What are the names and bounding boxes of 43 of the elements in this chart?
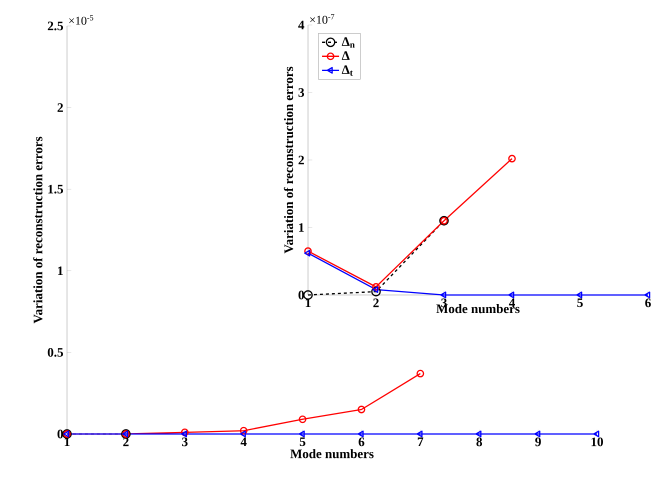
x-tick-label: 5 xyxy=(300,438,306,446)
point xyxy=(240,426,248,435)
y-axis-title: Variation of reconstruction errors xyxy=(33,136,42,324)
x-axis-title: Mode numbers xyxy=(290,449,374,458)
x-tick-label: 10 xyxy=(592,438,603,446)
legend-label: Δ xyxy=(342,51,350,60)
point xyxy=(358,406,366,414)
y-tick-label: 1 xyxy=(299,223,304,232)
x-tick-label: 6 xyxy=(645,298,651,308)
point xyxy=(298,415,306,424)
y-tick-label: 2 xyxy=(58,103,63,112)
point xyxy=(240,430,246,438)
point xyxy=(298,430,305,438)
point xyxy=(416,430,423,438)
point xyxy=(372,283,380,291)
x-tick-label: 8 xyxy=(476,438,482,446)
legend-label: Δ$_{n}$ xyxy=(342,37,355,48)
point xyxy=(576,292,582,298)
x-tick-label: 9 xyxy=(535,438,541,446)
x-tick-label: 3 xyxy=(182,438,188,446)
x-tick-label: 5 xyxy=(577,298,583,308)
y-tick-label: 1.5 xyxy=(48,184,64,194)
point xyxy=(372,286,378,293)
point xyxy=(371,286,381,296)
y-tick-label: 0.5 xyxy=(48,348,64,357)
point xyxy=(440,292,446,298)
y-tick-label: 2 xyxy=(298,156,304,164)
point xyxy=(508,292,514,298)
text: ×10$^{-7}$ xyxy=(310,14,334,24)
point xyxy=(475,430,482,438)
x-tick-label: 4 xyxy=(240,438,247,446)
point xyxy=(534,430,540,438)
point xyxy=(358,430,364,438)
legend-label: Δ$_{t}$ xyxy=(342,65,353,76)
y-tick-label: 3 xyxy=(298,88,304,97)
x-tick-label: 7 xyxy=(418,438,424,446)
text: ×10$^{-5}$ xyxy=(69,15,94,25)
y-tick-label: 1 xyxy=(58,266,63,276)
y-axis-title: Variation of reconstruction errors xyxy=(284,66,294,254)
x-tick-label: 6 xyxy=(358,438,364,446)
y-tick-label: 4 xyxy=(298,20,304,30)
x-tick-label: 2 xyxy=(373,298,379,308)
y-tick-label: 2.5 xyxy=(48,22,64,30)
